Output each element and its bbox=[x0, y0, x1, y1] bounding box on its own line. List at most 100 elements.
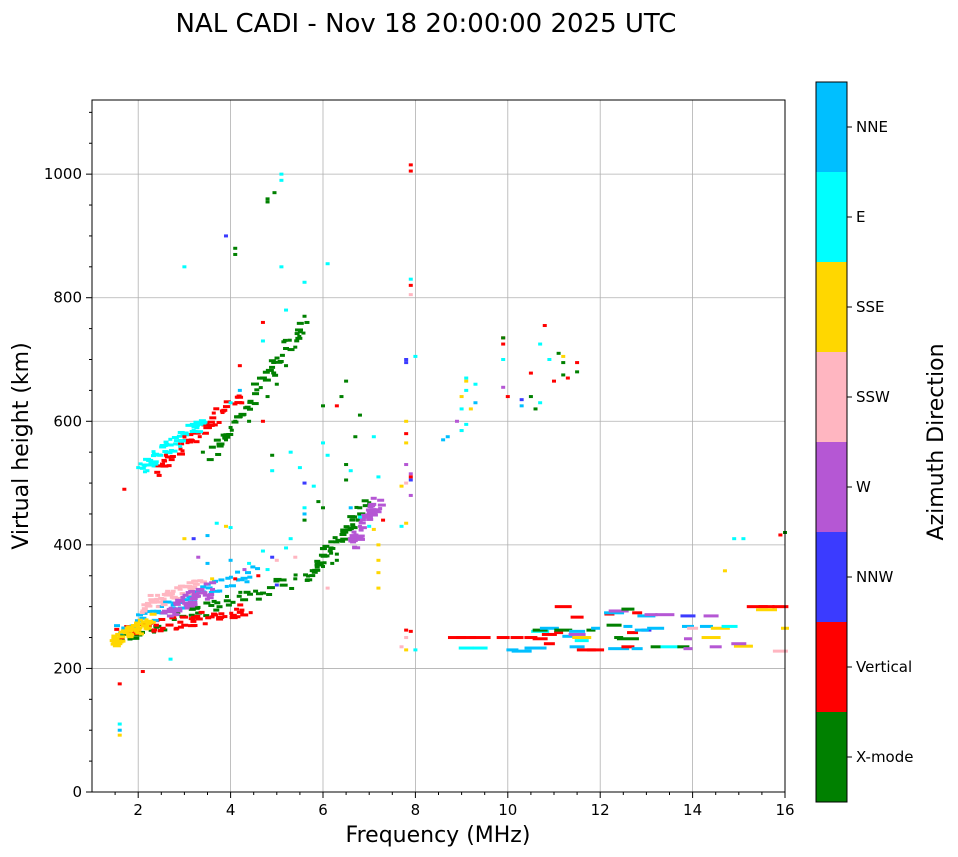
echo-point bbox=[519, 398, 524, 402]
echo-point bbox=[247, 399, 254, 403]
echo-point bbox=[184, 433, 190, 437]
echo-point bbox=[155, 605, 160, 609]
echo-point bbox=[574, 639, 589, 643]
echo-point bbox=[148, 619, 154, 623]
echo-point bbox=[218, 612, 225, 616]
echo-point bbox=[274, 583, 279, 587]
echo-point bbox=[556, 351, 561, 355]
echo-point bbox=[210, 577, 215, 581]
echo-point bbox=[355, 536, 364, 540]
echo-point bbox=[319, 546, 327, 550]
echo-point bbox=[340, 537, 349, 541]
echo-point bbox=[301, 331, 306, 335]
echo-point bbox=[272, 191, 277, 195]
echo-point bbox=[140, 609, 148, 613]
echo-point bbox=[208, 590, 214, 594]
echo-point bbox=[208, 593, 215, 597]
echo-point bbox=[252, 392, 260, 396]
echo-point bbox=[279, 353, 285, 357]
echo-point bbox=[229, 611, 234, 615]
echo-point bbox=[354, 505, 359, 509]
echo-point bbox=[216, 617, 224, 621]
echo-point bbox=[608, 609, 629, 613]
echo-point bbox=[370, 496, 377, 500]
echo-point bbox=[155, 600, 163, 604]
echo-point bbox=[151, 618, 159, 622]
echo-point bbox=[260, 339, 265, 343]
echo-point bbox=[357, 524, 362, 528]
echo-point bbox=[348, 469, 353, 473]
echo-point bbox=[321, 564, 325, 568]
echo-point bbox=[328, 540, 335, 544]
y-tick-label: 800 bbox=[53, 289, 82, 307]
colorbar-label: SSE bbox=[856, 298, 885, 316]
echo-point bbox=[235, 570, 241, 574]
echo-point bbox=[228, 401, 233, 405]
echo-point bbox=[772, 649, 788, 653]
echo-point bbox=[150, 609, 157, 613]
echo-point bbox=[190, 600, 198, 604]
echo-point bbox=[266, 593, 273, 597]
echo-point bbox=[194, 614, 201, 618]
echo-point bbox=[189, 587, 195, 591]
echo-point bbox=[243, 590, 251, 594]
echo-point bbox=[160, 603, 168, 607]
echo-point bbox=[237, 364, 242, 368]
echo-point bbox=[344, 478, 349, 482]
echo-point bbox=[144, 463, 152, 467]
echo-point bbox=[710, 626, 730, 630]
echo-point bbox=[312, 568, 321, 572]
echo-point bbox=[163, 453, 168, 457]
echo-point bbox=[356, 537, 365, 541]
echo-point bbox=[160, 464, 169, 468]
echo-point bbox=[295, 328, 304, 332]
x-tick-label: 2 bbox=[133, 801, 143, 819]
echo-point bbox=[320, 561, 325, 565]
echo-point bbox=[193, 423, 201, 427]
echo-point bbox=[404, 648, 409, 652]
echo-point bbox=[187, 600, 193, 604]
echo-point bbox=[561, 373, 566, 377]
echo-point bbox=[352, 545, 358, 549]
echo-point bbox=[236, 395, 244, 399]
echo-point bbox=[182, 439, 187, 443]
echo-point bbox=[154, 470, 161, 474]
echo-point bbox=[260, 419, 265, 423]
echo-point bbox=[501, 358, 506, 361]
echo-point bbox=[746, 605, 768, 609]
echo-point bbox=[211, 599, 217, 603]
echo-point bbox=[194, 426, 200, 430]
echo-point bbox=[152, 462, 159, 466]
echo-point bbox=[199, 580, 207, 584]
echo-point bbox=[224, 584, 229, 588]
echo-point bbox=[260, 320, 265, 324]
echo-point bbox=[185, 591, 191, 595]
echo-point bbox=[561, 354, 566, 358]
echo-point bbox=[604, 611, 625, 615]
echo-point bbox=[110, 642, 119, 646]
echo-point bbox=[408, 475, 413, 479]
echo-point bbox=[297, 330, 302, 334]
echo-point bbox=[192, 582, 200, 586]
echo-point bbox=[209, 587, 215, 591]
echo-point bbox=[154, 597, 160, 601]
echo-point bbox=[265, 197, 270, 201]
echo-point bbox=[160, 611, 168, 615]
echo-point bbox=[284, 364, 289, 368]
echo-point bbox=[296, 321, 304, 325]
echo-point bbox=[200, 450, 205, 454]
echo-point bbox=[166, 600, 172, 604]
echo-point bbox=[209, 416, 217, 420]
echo-point bbox=[203, 614, 210, 618]
echo-point bbox=[306, 574, 311, 578]
echo-point bbox=[186, 592, 194, 596]
echo-point bbox=[216, 444, 224, 448]
echo-point bbox=[309, 574, 316, 578]
echo-point bbox=[538, 401, 543, 405]
echo-point bbox=[228, 425, 233, 429]
echo-point bbox=[234, 401, 243, 405]
echo-point bbox=[259, 376, 267, 380]
x-tick-label: 16 bbox=[775, 801, 794, 819]
echo-point bbox=[216, 605, 223, 609]
